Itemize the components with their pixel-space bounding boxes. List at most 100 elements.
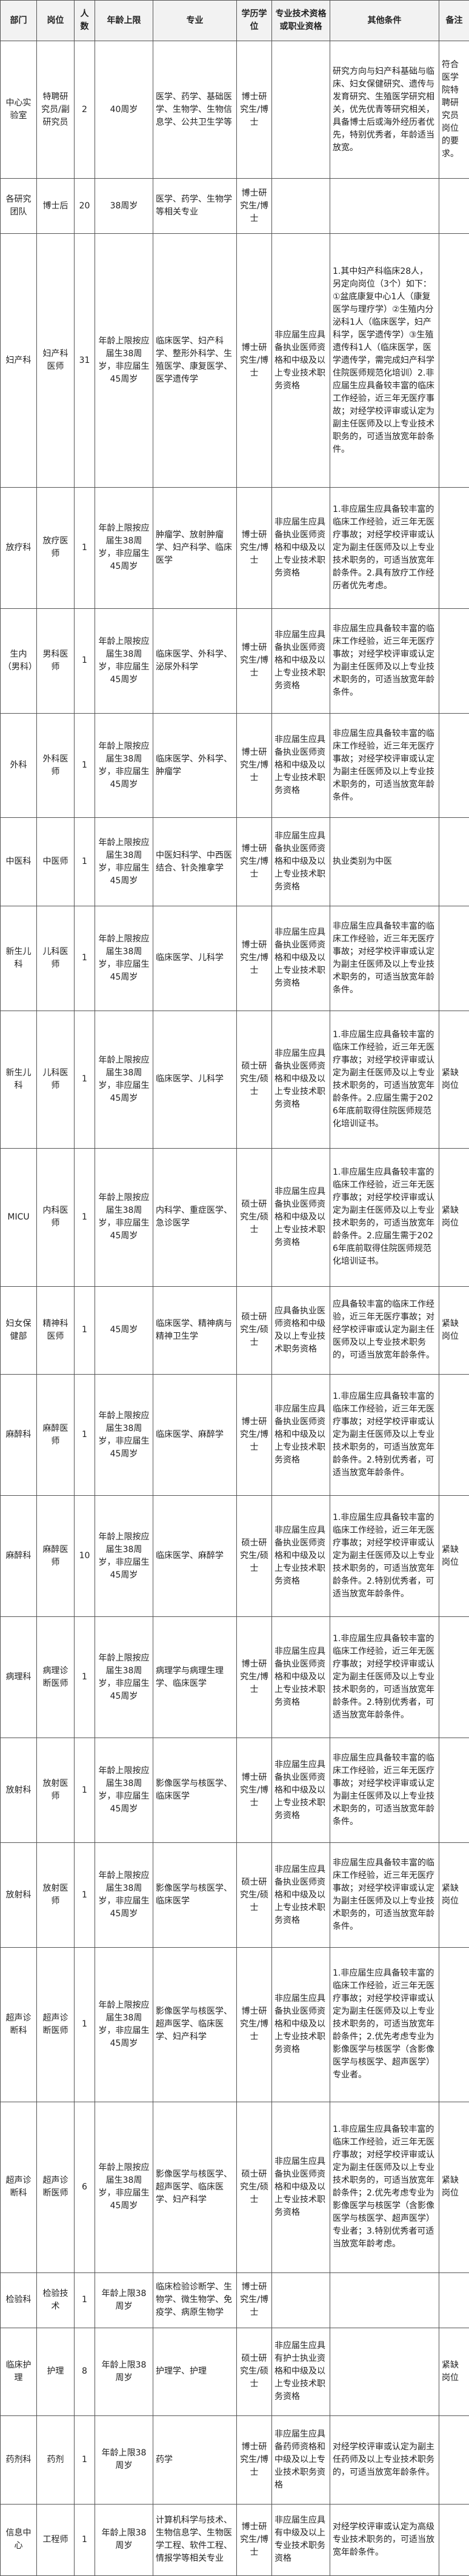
- table-cell: [271, 178, 330, 234]
- table-cell: 硕士研究生/硕士: [236, 2327, 272, 2417]
- table-cell: 紧缺岗位: [439, 1286, 469, 1375]
- table-cell: 20: [74, 178, 95, 234]
- table-cell: 各研究团队: [0, 178, 37, 234]
- table-cell: 1: [74, 1374, 95, 1496]
- table-cell: 超声诊断医师: [36, 1947, 75, 2102]
- table-cell: 影像医学与核医学、临床医学: [153, 1738, 237, 1844]
- table-cell: 放疗科: [0, 486, 37, 609]
- table-row: 新生儿科 儿科医师 1 年龄上限按应届生38周岁，非应届生45周岁 临床医学、儿科学 博士…: [0, 905, 469, 1011]
- table-cell: 药剂科: [0, 2415, 37, 2505]
- table-cell: 年龄上限按应届生38周岁，非应届生45周岁: [95, 1947, 153, 2102]
- table-cell: 临床医学、麻醉学: [153, 1374, 237, 1496]
- table-row: 麻醉科 麻醉医师 1 年龄上限按应届生38周岁，非应届生45周岁 临床医学、麻醉学 博士研…: [0, 1374, 469, 1496]
- table-cell: [439, 712, 469, 818]
- table-cell: 年龄上限按应届生38周岁，非应届生45周岁: [95, 1616, 153, 1739]
- table-cell: 生内（男科）: [0, 608, 37, 714]
- table-cell: 非应届生应具备执业医师资格和中级及以上专业技术职务资格: [271, 2101, 330, 2273]
- table-cell: 紧缺岗位: [439, 2101, 469, 2273]
- table-cell: [330, 178, 439, 234]
- table-cell: 对经学校评审或认定为副主任药师及以上专业技术职务的，可适当放宽年龄条件。: [330, 2415, 439, 2505]
- table-cell: 硕士研究生/硕士: [236, 1010, 272, 1149]
- table-cell: [271, 40, 330, 179]
- table-cell: 新生儿科: [0, 1010, 37, 1149]
- table-cell: [439, 486, 469, 609]
- table-cell: 执业类别为中医: [330, 817, 439, 906]
- table-cell: 1: [74, 1148, 95, 1287]
- header-cell: 专业技术资格或职业资格: [271, 0, 330, 41]
- table-cell: 1: [74, 1738, 95, 1844]
- table-cell: 信息中心: [0, 2503, 37, 2576]
- table-cell: 硕士研究生/硕士: [236, 2101, 272, 2273]
- table-cell: 妇产科医师: [36, 233, 75, 488]
- table-row: 超声诊断科 超声诊断医师 6 年龄上限按应届生38周岁，非应届生45周岁 影像医学与核医…: [0, 2101, 469, 2273]
- table-cell: 1: [74, 817, 95, 906]
- table-cell: 非应届生应具备较丰富的临床工作经验，近三年无医疗事故；对经学校评审或认定为副主任…: [330, 1842, 439, 1948]
- table-cell: 医学、药学、基础医学、生物学、生物信息学、公共卫生学等: [153, 40, 237, 179]
- table-row: 中医科 中医师 1 年龄上限按应届生38周岁，非应届生45周岁 中医妇科学、中西医结合、…: [0, 817, 469, 906]
- table-row: 放射科 放射医师 1 年龄上限按应届生38周岁，非应届生45周岁 影像医学与核医学、临床…: [0, 1738, 469, 1844]
- table-cell: 38周岁: [95, 178, 153, 234]
- table-cell: 10: [74, 1495, 95, 1618]
- table-row: 检验科 检验技术 1 年龄上限38周岁 临床检验诊断学、生物学、微生物学、免疫学、病原生…: [0, 2272, 469, 2328]
- table-cell: 紧缺岗位: [439, 1010, 469, 1149]
- table-cell: 放射医师: [36, 1738, 75, 1844]
- table-cell: 1.其中妇产科临床28人，另定向岗位（3个）如下：①盆底康复中心1人（康复医学与…: [330, 233, 439, 488]
- table-row: MICU 内科医师 1 年龄上限按应届生38周岁，非应届生45周岁 内科学、重症医学、急…: [0, 1148, 469, 1287]
- table-cell: 年龄上限按应届生38周岁，非应届生45周岁: [95, 1842, 153, 1948]
- table-cell: [439, 2415, 469, 2505]
- table-cell: 检验科: [0, 2272, 37, 2328]
- table-cell: 博士研究生/博士: [236, 1947, 272, 2102]
- table-cell: 非应届生应具备执业医师资格和中级及以上专业技术职务资格: [271, 1374, 330, 1496]
- table-row: 放疗科 放疗医师 1 年龄上限按应届生38周岁，非应届生45周岁 肿瘤学、放射肿瘤学、妇…: [0, 486, 469, 609]
- table-cell: 年龄上限38周岁: [95, 2415, 153, 2505]
- table-cell: 硕士研究生/硕士: [236, 1148, 272, 1287]
- table-cell: 1.非应届生应具备较丰富的临床工作经验，近三年无医疗事故；对经学校评审或认定为副…: [330, 1616, 439, 1739]
- table-cell: 男科医师: [36, 608, 75, 714]
- table-cell: 1: [74, 2272, 95, 2328]
- table-cell: 非应届生应具有中级及以上专业技术职务资格: [271, 2503, 330, 2576]
- table-cell: 研究方向与妇产科基础与临床、妇女保健研究、遗传与发育研究、生殖医学研究相关，优先…: [330, 40, 439, 179]
- header-cell: 其他条件: [330, 0, 439, 41]
- table-cell: 超声诊断医师: [36, 2101, 75, 2273]
- table-cell: 非应届生应具备较丰富的临床工作经验，近三年无医疗事故；对经学校评审或认定为副主任…: [330, 712, 439, 818]
- table-cell: 临床医学、外科学、泌尿外科学: [153, 608, 237, 714]
- table-cell: 应具备较丰富的临床工作经验，近三年无医疗事故；对经学校评审或认定为副主任医师及以…: [330, 1286, 439, 1375]
- table-cell: 1: [74, 905, 95, 1011]
- table-cell: 妇女保健部: [0, 1286, 37, 1375]
- table-cell: 中医师: [36, 817, 75, 906]
- table-cell: 非应届生应具备执业医师资格和中级及以上专业技术职务资格: [271, 1947, 330, 2102]
- header-cell: 学历学位: [236, 0, 272, 41]
- table-cell: 超声诊断科: [0, 1947, 37, 2102]
- table-row: 妇产科 妇产科医师 31 年龄上限按应届生38周岁，非应届生45周岁 临床医学、妇产科学…: [0, 233, 469, 488]
- table-cell: 非应届生应具备药师资格和中级及以上专业技术职务资格: [271, 2415, 330, 2505]
- table-cell: 博士后: [36, 178, 75, 234]
- table-cell: 医学、药学、生物学等相关专业: [153, 178, 237, 234]
- table-cell: 博士研究生/博士: [236, 1374, 272, 1496]
- header-cell: 人数: [74, 0, 95, 41]
- table-cell: 非应届生应具备执业医师资格和中级及以上专业技术职务资格: [271, 1148, 330, 1287]
- table-cell: 博士研究生/博士: [236, 1738, 272, 1844]
- table-row: 妇女保健部 精神科医师 1 45周岁 临床医学、精神病与精神卫生学 硕士研究生/硕士 应具备…: [0, 1286, 469, 1375]
- table-cell: 临床检验诊断学、生物学、微生物学、免疫学、病原生物学: [153, 2272, 237, 2328]
- table-row: 外科 外科医师 1 年龄上限按应届生38周岁，非应届生45周岁 临床医学、外科学、肿瘤学…: [0, 712, 469, 818]
- table-cell: 临床医学、麻醉学: [153, 1495, 237, 1618]
- table-cell: 紧缺岗位: [439, 1148, 469, 1287]
- table-cell: 非应届生应具备执业医师资格和中级及以上专业技术职务资格: [271, 608, 330, 714]
- table-cell: [439, 1616, 469, 1739]
- table-cell: 年龄上限38周岁: [95, 2327, 153, 2417]
- table-cell: 麻醉医师: [36, 1495, 75, 1618]
- table-cell: 应具备执业医师资格和中级及以上专业技术职务资格: [271, 1286, 330, 1375]
- table-cell: 中心实验室: [0, 40, 37, 179]
- table-cell: 年龄上限38周岁: [95, 2503, 153, 2576]
- table-cell: [439, 1374, 469, 1496]
- table-cell: [439, 608, 469, 714]
- table-cell: 硕士研究生/硕士: [236, 1286, 272, 1375]
- table-cell: 1.非应届生应具备较丰富的临床工作经验，近三年无医疗事故；对经学校评审或认定为副…: [330, 1148, 439, 1287]
- table-cell: 临床医学、儿科学: [153, 905, 237, 1011]
- table-cell: 年龄上限按应届生38周岁，非应届生45周岁: [95, 1148, 153, 1287]
- table-cell: 新生儿科: [0, 905, 37, 1011]
- table-cell: 年龄上限按应届生38周岁，非应届生45周岁: [95, 1010, 153, 1149]
- table-cell: 临床医学、精神病与精神卫生学: [153, 1286, 237, 1375]
- table-cell: 护理: [36, 2327, 75, 2417]
- table-cell: 影像医学与核医学、超声医学、临床医学、妇产科学: [153, 1947, 237, 2102]
